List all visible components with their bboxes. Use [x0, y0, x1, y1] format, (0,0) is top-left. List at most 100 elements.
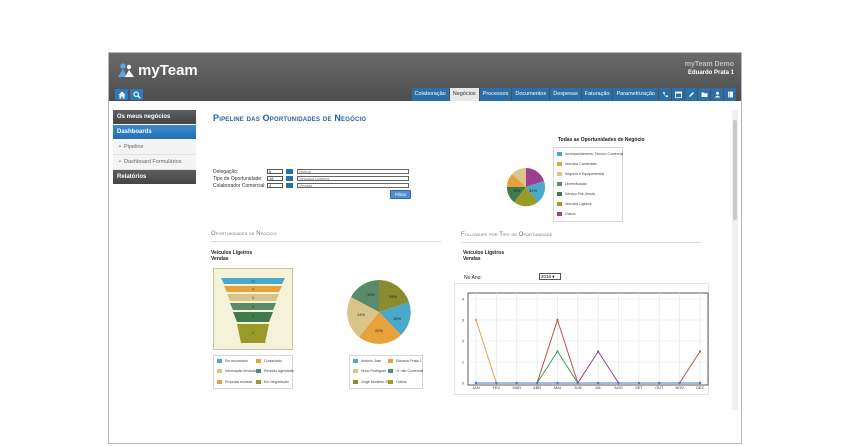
sidebar-item-label: Dashboard Formulários	[123, 159, 182, 165]
calendar-icon	[674, 91, 682, 98]
filter-id-input[interactable]: 4	[267, 183, 283, 188]
app-logo[interactable]: myTeam	[117, 59, 198, 81]
funnel-stage	[237, 324, 269, 343]
vertical-scrollbar[interactable]	[732, 110, 738, 410]
funnel-value-label: 1	[252, 331, 254, 335]
pie-slice	[526, 168, 544, 187]
funnel-legend: Em reconstruir Contactado Informação env…	[213, 355, 294, 389]
tab-faturacao[interactable]: Faturação	[581, 88, 613, 101]
legend-item: Em reconstruir	[217, 359, 248, 363]
funnel-subtitle-2: Vendas	[211, 256, 229, 262]
data-point	[678, 381, 681, 385]
funnel-value-label: 3	[252, 296, 254, 300]
x-tick-label: JUL	[595, 386, 602, 390]
tab-colaboracao[interactable]: Colaboração	[411, 88, 449, 101]
collaborator-pie-chart: 29% 16% 22% 14% 19%	[347, 280, 411, 344]
pie-slice-label: 22%	[375, 328, 383, 333]
pie-slice-label: 19%	[367, 292, 375, 297]
tab-parametrizacao[interactable]: Parametrização	[613, 88, 658, 101]
phone-button[interactable]	[659, 88, 671, 101]
sidebar-item-dashboard-formularios[interactable]: • Dashboard Formulários	[113, 155, 196, 170]
x-tick-label: SET	[635, 386, 643, 390]
tab-despesas[interactable]: Despesas	[550, 88, 581, 101]
pie-slice-label: 31%	[529, 188, 537, 193]
year-select[interactable]: 2016 ▾	[539, 273, 561, 280]
edit-button[interactable]	[685, 88, 697, 101]
pie-slice	[379, 302, 411, 335]
pie-slice	[526, 181, 546, 202]
y-tick-label: 1	[462, 360, 464, 364]
top-pie-chart: 31% 6%	[506, 167, 546, 207]
phone-icon	[662, 92, 668, 97]
x-tick-label: JUN	[574, 386, 582, 390]
book-button[interactable]	[724, 88, 736, 101]
data-point	[698, 381, 702, 385]
legend-item: Informação enviada	[217, 369, 256, 373]
data-point	[535, 381, 539, 385]
funnel-stage	[230, 303, 276, 310]
data-point	[658, 381, 661, 385]
lookup-button[interactable]	[286, 176, 293, 181]
folder-button[interactable]	[698, 88, 710, 101]
x-tick-label: MAI	[554, 386, 561, 390]
legend-item: Acompanhamento Técnico Comercial	[557, 152, 623, 156]
folder-icon	[701, 92, 707, 97]
search-button[interactable]	[130, 89, 143, 100]
data-point	[556, 318, 559, 322]
data-point	[474, 381, 478, 385]
pie-slice	[347, 297, 379, 337]
sidebar-section-dashboards[interactable]: Dashboards	[113, 125, 196, 139]
filter-label: Tipo de Oportunidade:	[213, 176, 263, 182]
data-point	[617, 381, 620, 385]
home-button[interactable]	[115, 89, 128, 100]
data-point	[597, 350, 600, 353]
legend-item: Serviço Pós-Venda	[557, 192, 595, 196]
filter-id-input[interactable]: 18	[267, 176, 283, 181]
sidebar-header-meus-negocios[interactable]: Os meus negócios	[113, 110, 196, 124]
app-name: myTeam	[138, 61, 198, 79]
funnel-stage	[227, 294, 279, 301]
collaborator-legend: António José Eduardo Prata 1 Nuno Rodrig…	[349, 355, 423, 389]
data-point	[698, 350, 702, 353]
filter-desc-field: Lisboa	[297, 169, 409, 174]
lookup-button[interactable]	[286, 169, 293, 174]
demo-label: myTeam Demo	[684, 61, 734, 68]
data-point	[495, 381, 498, 385]
calendar-button[interactable]	[672, 88, 684, 101]
section-title-oportunidades: Oportunidades de Negócio	[211, 231, 277, 237]
book-icon	[727, 91, 733, 98]
pie-slice	[379, 280, 409, 312]
pie-slice-label: 29%	[389, 294, 397, 299]
top-pie-title: Todas as Oportunidades de Negócio	[558, 137, 645, 143]
filter-button[interactable]: Filtrar	[390, 190, 411, 199]
sidebar-item-relatorios[interactable]: Relatórios	[113, 170, 196, 184]
scrollbar-thumb[interactable]	[733, 120, 737, 220]
funnel-chart: 10 4 3 3 2 1	[213, 268, 293, 350]
tab-documentos[interactable]: Documentos	[512, 88, 550, 101]
funnel-subtitle-1: Veículos Ligeiros	[211, 250, 253, 256]
tab-processos[interactable]: Processos	[479, 88, 512, 101]
page-title: Pipeline das Oportunidades de Negócio	[213, 113, 367, 123]
filter-id-input[interactable]: 6	[267, 169, 283, 174]
user-box: myTeam Demo Eduardo Prata 1	[685, 60, 734, 78]
legend-item: Jr. não Comercial	[388, 369, 423, 373]
filter-label: Colaborador Comercial:	[213, 183, 266, 189]
legend-item: Veículos Ligeiros	[557, 202, 591, 206]
team-logo-icon	[118, 63, 134, 77]
sidebar-item-label: Pipeline	[123, 144, 144, 150]
pie-slice	[506, 187, 526, 202]
funnel-subtitle: Veículos Ligeiros Vendas	[211, 250, 252, 262]
legend-item: Reunião agendada	[256, 369, 294, 373]
funnel-value-label: 2	[252, 315, 254, 319]
tab-negocios[interactable]: Negócios	[449, 88, 479, 101]
year-label: No Ano:	[464, 275, 482, 281]
user-button[interactable]	[711, 88, 723, 101]
sidebar-item-pipeline[interactable]: • Pipeline	[113, 140, 196, 155]
section-divider	[211, 241, 441, 242]
lookup-button[interactable]	[286, 183, 293, 188]
pie-slice-label: 14%	[357, 312, 365, 317]
legend-item: Veículos Comerciais	[557, 162, 597, 166]
pie-slice	[351, 280, 379, 312]
home-icon	[118, 91, 125, 98]
user-name[interactable]: Eduardo Prata 1	[687, 70, 734, 76]
